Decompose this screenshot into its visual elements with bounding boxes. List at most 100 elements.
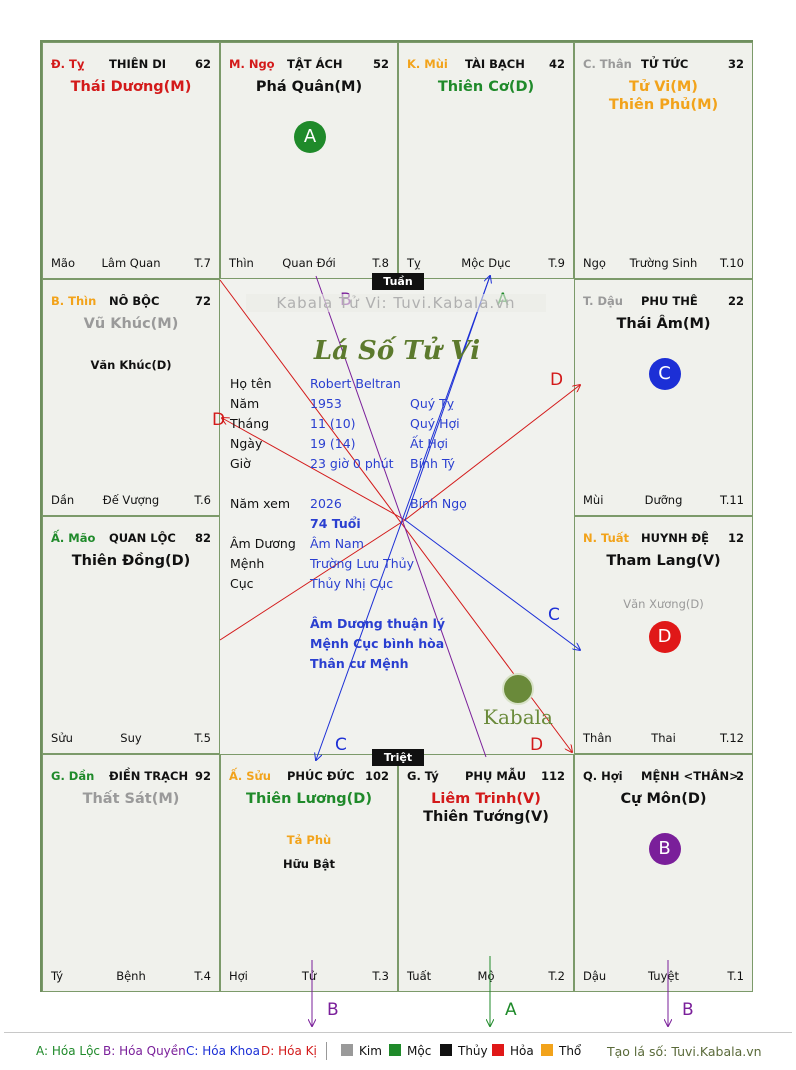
footer-stage: Lâm Quan bbox=[101, 256, 161, 270]
label-nam-xem: Năm xem bbox=[230, 496, 291, 511]
palace-cell[interactable]: M. Ngọ TẬT ÁCH 52 Phá Quân(M) A Thìn Quan Đới T… bbox=[220, 42, 398, 279]
palace-cell[interactable]: Đ. Tỵ THIÊN DI 62 Thái Dương(M) Mão Lâm Quan T… bbox=[42, 42, 220, 279]
label-thang: Tháng bbox=[230, 416, 270, 431]
legend-hoa: Hỏa bbox=[492, 1044, 534, 1058]
legend-tho: Thổ bbox=[541, 1044, 581, 1058]
palace-header: K. Mùi TÀI BẠCH 42 bbox=[407, 57, 565, 73]
legend-hoa-loc: A: Hóa Lộc bbox=[36, 1044, 101, 1058]
legend-hoa-ki: D: Hóa Kị bbox=[261, 1044, 317, 1058]
palace-number: 82 bbox=[194, 531, 211, 545]
footer-stage: Đế Vượng bbox=[102, 493, 160, 507]
value-tuoi: 74 Tuổi bbox=[310, 516, 361, 531]
palace-number: 72 bbox=[194, 294, 211, 308]
footer-month: T.5 bbox=[194, 731, 211, 745]
palace-branch: T. Dậu bbox=[583, 294, 623, 308]
note-am-duong: Âm Dương thuận lý bbox=[310, 616, 446, 631]
footer-branch: Tỵ bbox=[407, 256, 421, 270]
palace-footer: Hợi Tử T.3 bbox=[229, 969, 389, 983]
value-nam-canchi: Quý Tỵ bbox=[410, 396, 455, 411]
palace-footer: Mão Lâm Quan T.7 bbox=[51, 256, 211, 270]
legend-kim: Kim bbox=[341, 1044, 382, 1058]
footer-month: T.11 bbox=[720, 493, 744, 507]
palace-name: TẬT ÁCH bbox=[287, 57, 343, 71]
palace-number: 2 bbox=[735, 769, 744, 783]
footer-stage: Quan Đới bbox=[282, 256, 336, 270]
legend-kim-label: Kim bbox=[359, 1044, 382, 1058]
triet-tag: Triệt bbox=[372, 749, 424, 766]
main-star: Thiên Lương(D) bbox=[246, 791, 372, 807]
legend-tho-label: Thổ bbox=[559, 1044, 582, 1058]
palace-branch: K. Mùi bbox=[407, 57, 448, 71]
footer-branch: Thìn bbox=[229, 256, 254, 270]
palace-number: 52 bbox=[372, 57, 389, 71]
palace-name: ĐIỀN TRẠCH bbox=[109, 769, 189, 783]
palace-header: G. Dần ĐIỀN TRẠCH 92 bbox=[51, 769, 211, 785]
main-star: Vũ Khúc(M) bbox=[83, 316, 179, 332]
footer-branch: Dần bbox=[51, 493, 75, 507]
note-than-menh: Thân cư Mệnh bbox=[310, 656, 409, 671]
palace-branch: G. Dần bbox=[51, 769, 95, 783]
value-ho-ten: Robert Beltran bbox=[310, 376, 401, 391]
palace-cell[interactable]: G. Tý PHỤ MẪU 112 Liêm Trinh(V) Thiên Tướng(… bbox=[398, 754, 574, 992]
palace-cell[interactable]: K. Mùi TÀI BẠCH 42 Thiên Cơ(D) Tỵ Mộc Dục T.9 bbox=[398, 42, 574, 279]
footer-month: T.8 bbox=[372, 256, 389, 270]
footer-month: T.1 bbox=[727, 969, 744, 983]
value-thang: 11 (10) bbox=[310, 416, 356, 431]
palace-cell[interactable]: C. Thân TỬ TỨC 32 Tử Vi(M) Thiên Phủ(M) Ngọ Tr… bbox=[574, 42, 753, 279]
main-star: Cự Môn(D) bbox=[620, 791, 707, 807]
transformation-badge: D bbox=[648, 621, 681, 653]
main-star: Thất Sát(M) bbox=[82, 791, 180, 807]
palace-branch: Đ. Tỵ bbox=[51, 57, 85, 71]
main-star: Thiên Đồng(D) bbox=[71, 553, 191, 569]
palace-header: C. Thân TỬ TỨC 32 bbox=[583, 57, 744, 73]
legend-moc: Mộc bbox=[389, 1044, 431, 1058]
main-star: Thiên Cơ(D) bbox=[437, 79, 535, 95]
label-cuc: Cục bbox=[230, 576, 254, 591]
label-nam: Năm bbox=[230, 396, 260, 411]
palace-number: 32 bbox=[727, 57, 744, 71]
legend-hoa-khoa: C: Hóa Khoa bbox=[186, 1044, 260, 1058]
label-menh: Mệnh bbox=[230, 556, 265, 571]
footer-branch: Tuất bbox=[407, 969, 432, 983]
palace-branch: C. Thân bbox=[583, 57, 632, 71]
palace-name: HUYNH ĐỆ bbox=[641, 531, 710, 545]
footer-branch: Tý bbox=[51, 969, 64, 983]
palace-name: QUAN LỘC bbox=[109, 531, 176, 545]
palace-cell[interactable]: T. Dậu PHU THÊ 22 Thái Âm(M) C Mùi Dưỡng T.11 bbox=[574, 279, 753, 516]
value-menh: Trường Lưu Thủy bbox=[310, 556, 414, 571]
palace-number: 12 bbox=[727, 531, 744, 545]
kabala-logo: Kabala bbox=[482, 673, 554, 733]
footer-month: T.10 bbox=[720, 256, 744, 270]
palace-branch: B. Thìn bbox=[51, 294, 97, 308]
palace-cell[interactable]: B. Thìn NÔ BỘC 72 Vũ Khúc(M) Văn Khúc(D) Dần Đ… bbox=[42, 279, 220, 516]
legend-thuy-label: Thủy bbox=[458, 1044, 488, 1058]
palace-cell[interactable]: Ấ. Sửu PHÚC ĐỨC 102 Thiên Lương(D) Tả Phù Hữu… bbox=[220, 754, 398, 992]
transformation-badge: C bbox=[648, 358, 681, 390]
tree-icon bbox=[502, 673, 534, 705]
value-cuc: Thủy Nhị Cục bbox=[310, 576, 394, 591]
label-gio: Giờ bbox=[230, 456, 251, 471]
value-ngay-canchi: Ất Hợi bbox=[410, 436, 448, 451]
tuan-tag: Tuần bbox=[372, 273, 424, 290]
value-gio-canchi: Bính Tý bbox=[410, 456, 455, 471]
palace-cell[interactable]: G. Dần ĐIỀN TRẠCH 92 Thất Sát(M) Tý Bệnh T.4 bbox=[42, 754, 220, 992]
palace-footer: Sửu Suy T.5 bbox=[51, 731, 211, 745]
palace-name: TỬ TỨC bbox=[641, 57, 689, 71]
footer-month: T.12 bbox=[720, 731, 744, 745]
palace-cell[interactable]: N. Tuất HUYNH ĐỆ 12 Tham Lang(V) Văn Xương(D… bbox=[574, 516, 753, 754]
palace-footer: Thân Thai T.12 bbox=[583, 731, 744, 745]
footer-branch: Mùi bbox=[583, 493, 604, 507]
palace-header: Ấ. Mão QUAN LỘC 82 bbox=[51, 531, 211, 547]
palace-cell[interactable]: Q. Hợi MỆNH <THÂN> 2 Cự Môn(D) B Dậu Tuyệt T.1 bbox=[574, 754, 753, 992]
palace-branch: N. Tuất bbox=[583, 531, 630, 545]
legend: A: Hóa Lộc B: Hóa Quyền C: Hóa Khoa D: H… bbox=[0, 1030, 796, 1070]
main-star: Thái Âm(M) bbox=[616, 316, 711, 332]
footer-stage: Mộ bbox=[477, 969, 495, 983]
footer-stage: Dưỡng bbox=[644, 493, 683, 507]
palace-name: PHÚC ĐỨC bbox=[287, 769, 355, 783]
palace-cell[interactable]: Ấ. Mão QUAN LỘC 82 Thiên Đồng(D) Sửu Suy T.5 bbox=[42, 516, 220, 754]
watermark-text: Kabala Tử Vi: Tuvi.Kabala.vn bbox=[246, 294, 546, 312]
footer-stage: Bệnh bbox=[116, 969, 146, 983]
label-ngay: Ngày bbox=[230, 436, 263, 451]
main-star: Thiên Tướng(V) bbox=[423, 809, 549, 825]
